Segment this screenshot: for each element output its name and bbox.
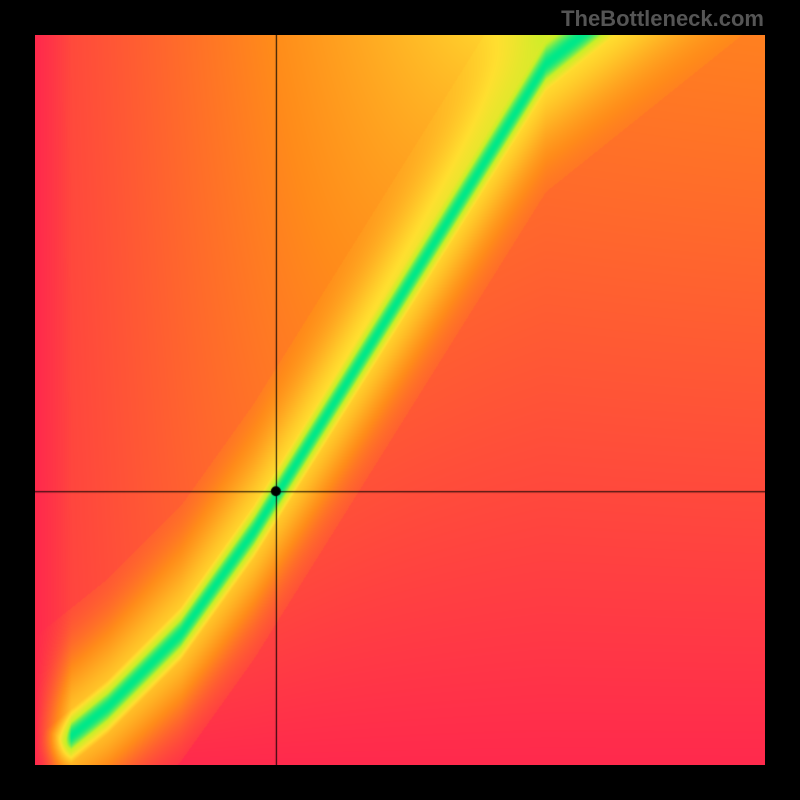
- watermark-text: TheBottleneck.com: [561, 6, 764, 32]
- bottleneck-heatmap: [35, 35, 765, 765]
- chart-container: TheBottleneck.com: [0, 0, 800, 800]
